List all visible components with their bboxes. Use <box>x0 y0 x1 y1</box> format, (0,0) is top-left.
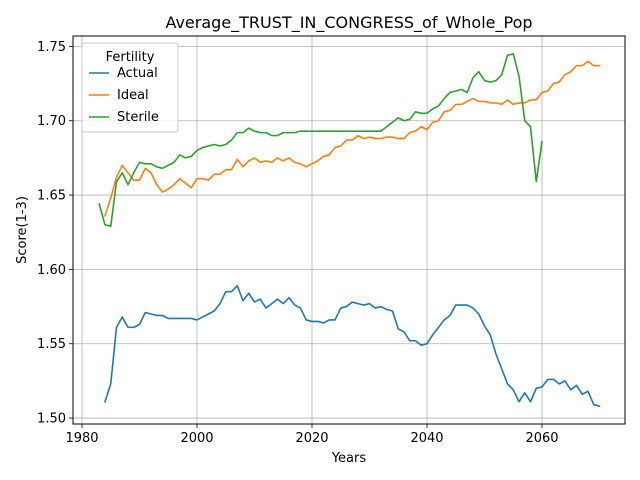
y-tick-label: 1.55 <box>37 337 66 352</box>
legend: Fertility Actual Ideal Sterile <box>81 42 179 133</box>
legend-entries: Actual Ideal Sterile <box>89 66 159 125</box>
series-group <box>98 53 601 408</box>
legend-label-sterile: Sterile <box>117 110 159 125</box>
y-tick-label: 1.65 <box>37 189 66 204</box>
y-tick-label: 1.50 <box>37 412 66 427</box>
y-axis-label: Score(1-3) <box>15 196 30 264</box>
y-tick-label: 1.60 <box>37 263 66 278</box>
x-tick-label: 2020 <box>295 431 328 446</box>
y-tick-label: 1.70 <box>37 114 66 129</box>
y-axis-ticks: 1.50 1.55 1.60 1.65 1.70 1.75 <box>37 40 73 427</box>
legend-title: Fertility <box>106 50 155 65</box>
grid <box>73 36 625 424</box>
x-tick-label: 1980 <box>65 431 98 446</box>
legend-label-ideal: Ideal <box>117 88 149 103</box>
legend-box <box>81 42 179 133</box>
x-tick-label: 2040 <box>410 431 443 446</box>
plot-frame <box>72 35 626 425</box>
x-axis-label: Years <box>331 451 367 466</box>
y-tick-label: 1.75 <box>37 40 66 55</box>
x-tick-label: 2000 <box>180 431 213 446</box>
series-line-sterile <box>98 53 543 228</box>
x-tick-label: 2060 <box>525 431 558 446</box>
legend-label-actual: Actual <box>117 66 158 81</box>
chart-title: Average_TRUST_IN_CONGRESS_of_Whole_Pop <box>165 13 532 33</box>
series-line-actual <box>103 284 601 408</box>
series-line-ideal <box>103 60 601 217</box>
x-axis-ticks: 1980 2000 2020 2040 2060 <box>65 424 559 446</box>
